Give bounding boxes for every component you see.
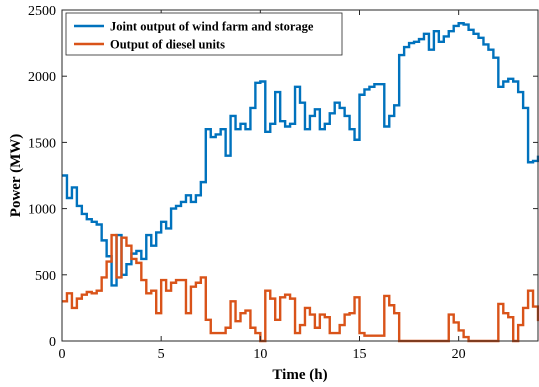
axes: 0 5 10 15 20 0 500 1000 1500 2000 2500 — [28, 4, 538, 362]
plot-area-frame — [61, 9, 539, 342]
series-line-1 — [62, 233, 539, 343]
legend-entry-series-0: Joint output of wind farm and storage — [110, 20, 314, 34]
y-tick-label: 1500 — [28, 136, 56, 151]
y-tick-label: 2500 — [28, 4, 56, 19]
y-tick-label: 0 — [49, 335, 56, 350]
y-axis-label: Power (MW) — [8, 134, 24, 217]
x-tick-label: 20 — [452, 347, 466, 362]
x-axis-label: Time (h) — [272, 367, 327, 383]
series-line-0 — [62, 22, 539, 287]
x-tick-label: 10 — [253, 347, 267, 362]
y-tick-label: 2000 — [28, 70, 56, 85]
legend-box — [65, 12, 343, 56]
x-tick-label: 15 — [353, 347, 367, 362]
y-tick-label: 500 — [35, 269, 56, 284]
legend-entry-series-1: Output of diesel units — [110, 38, 225, 52]
legend: Joint output of wind farm and storage Ou… — [65, 12, 343, 56]
x-tick-label: 0 — [59, 347, 66, 362]
plot-lines — [62, 22, 539, 343]
y-tick-label: 1000 — [28, 203, 56, 218]
x-tick-label: 5 — [158, 347, 165, 362]
